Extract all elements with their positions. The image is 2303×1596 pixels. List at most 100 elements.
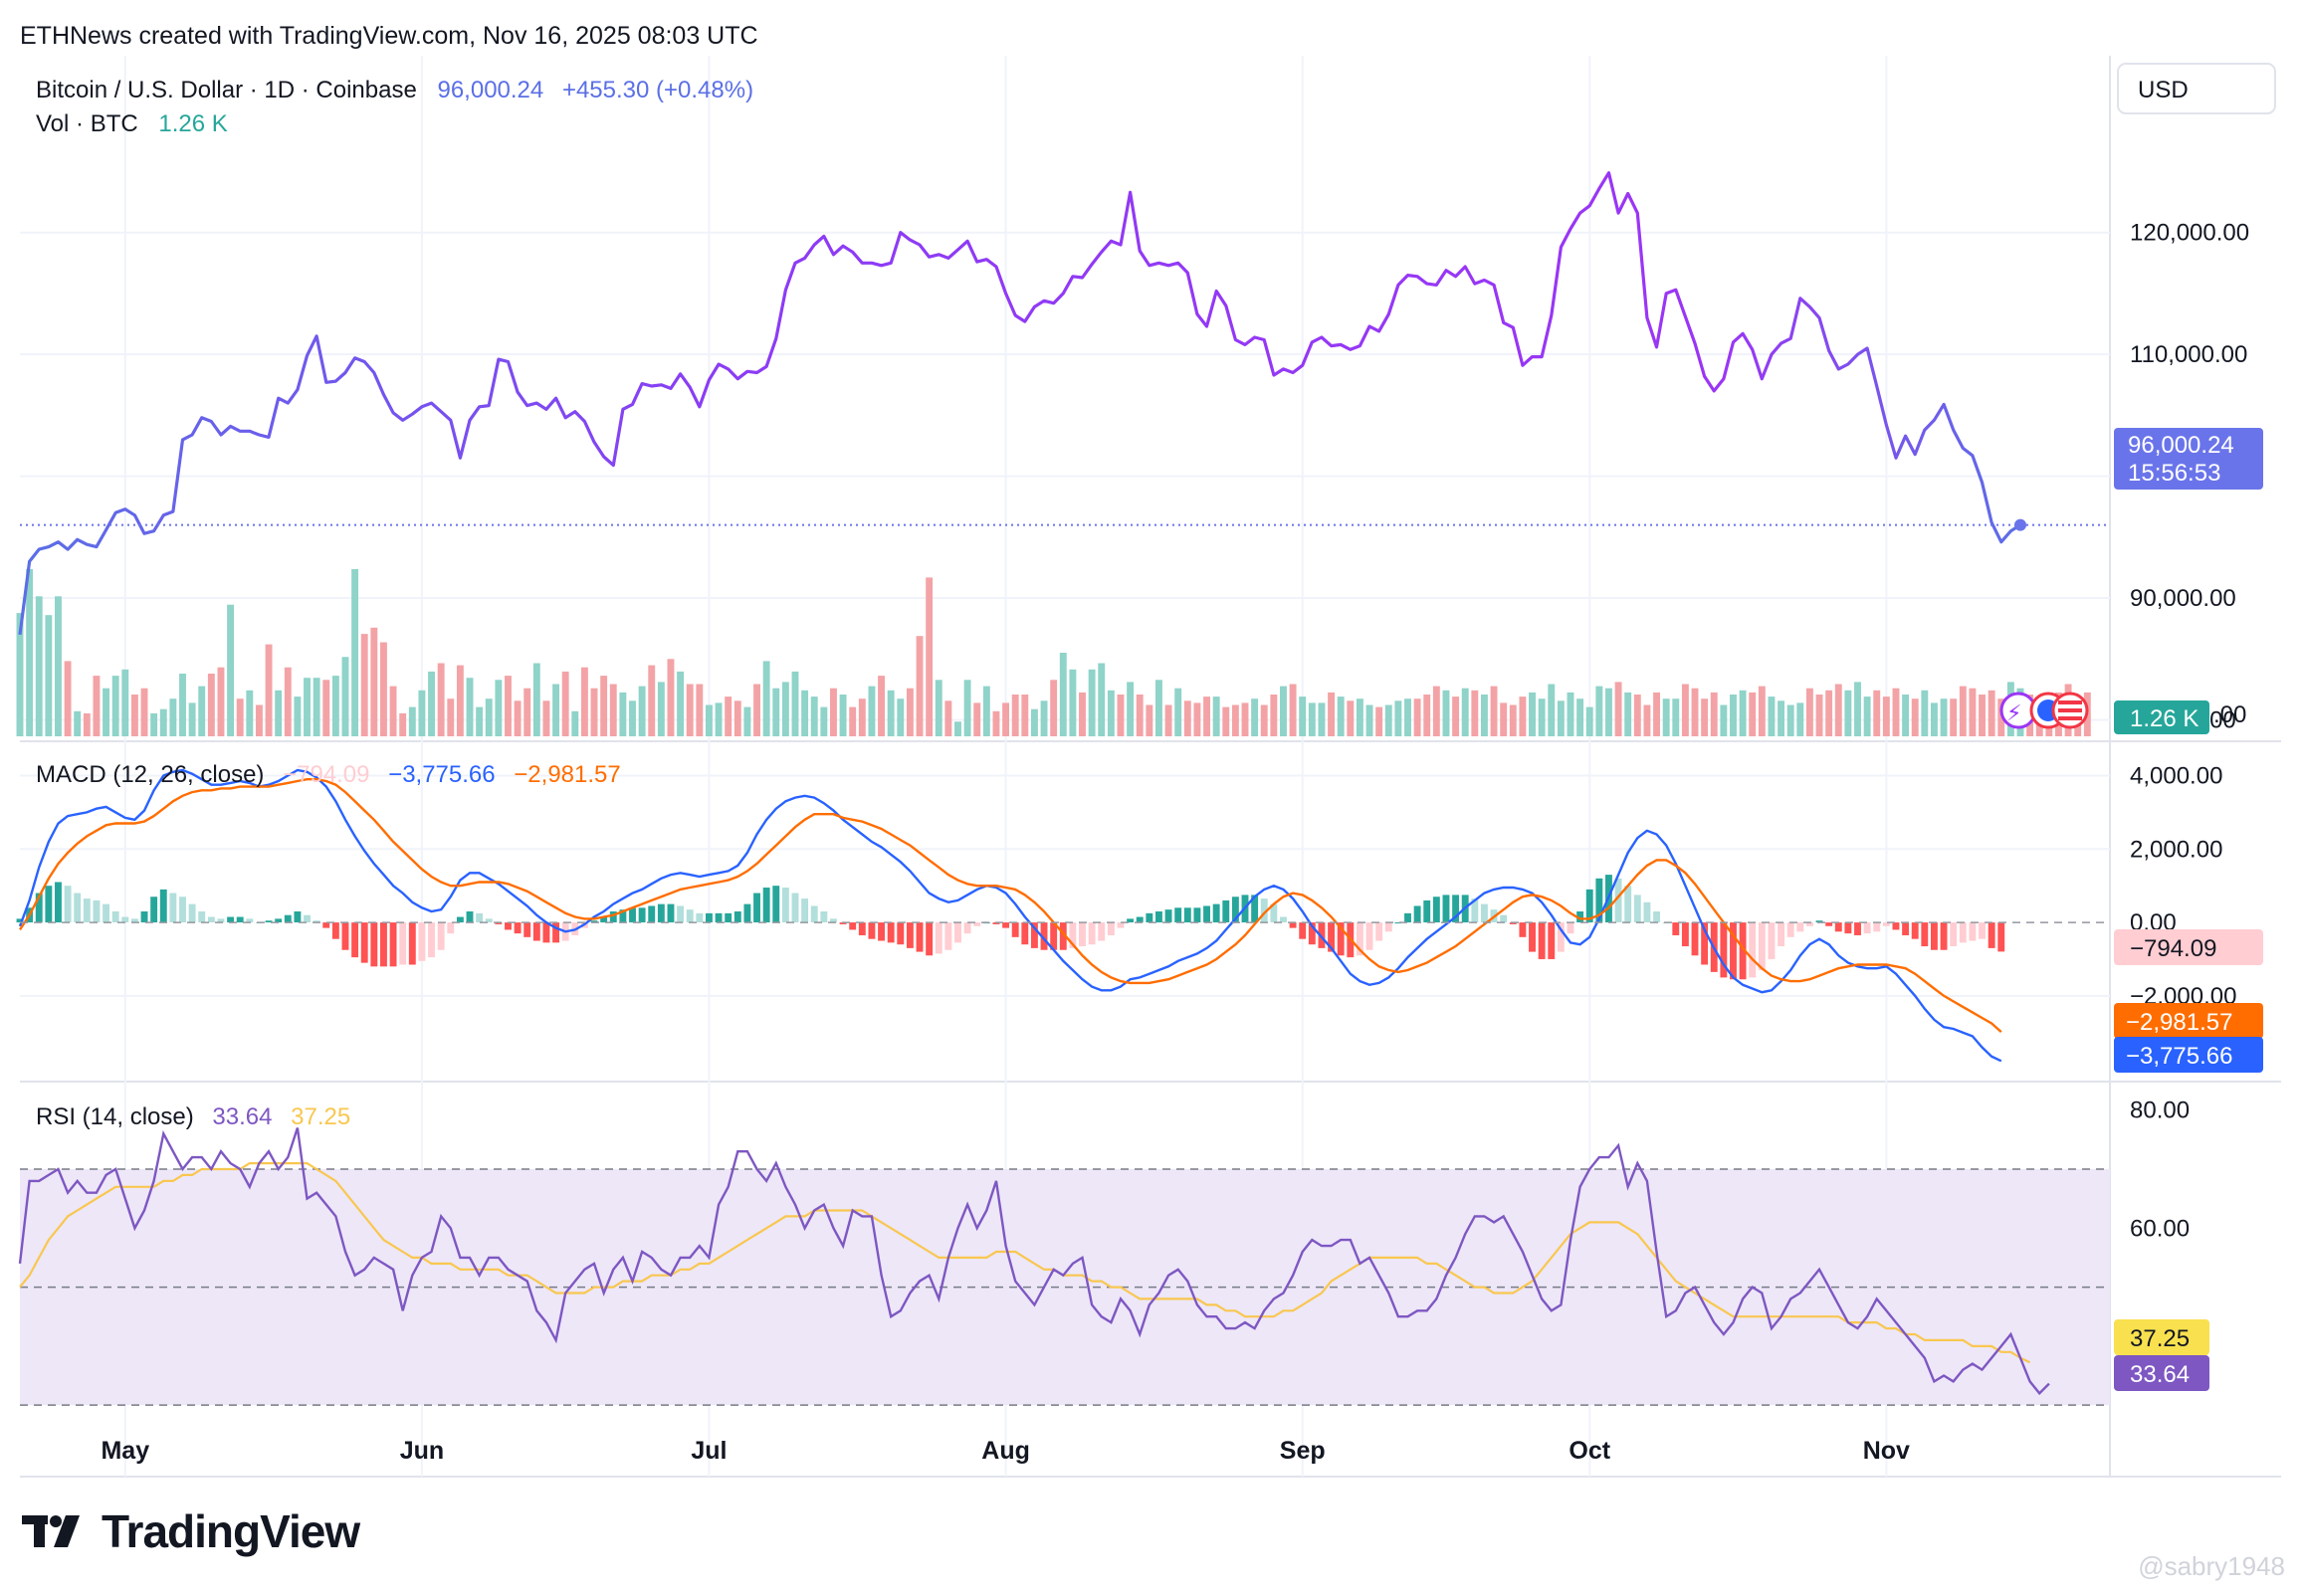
macd-hist-bar <box>437 922 445 950</box>
macd-hist-bar <box>1280 916 1287 923</box>
volume-bar <box>638 686 646 736</box>
macd-hist-bar <box>1786 922 1794 937</box>
macd-hist-bar <box>523 922 531 937</box>
volume-bar <box>207 674 215 736</box>
macd-hist-axis-label: −794.09 <box>2114 929 2263 965</box>
macd-hist-bar <box>733 911 741 923</box>
volume-bar <box>1911 698 1919 736</box>
macd-hist-bar <box>103 903 110 923</box>
volume-bar <box>1059 653 1067 736</box>
volume-bar <box>428 671 435 736</box>
volume-bar <box>571 710 579 736</box>
volume-bar <box>982 686 990 736</box>
macd-hist-bar <box>1509 922 1517 924</box>
macd-hist-bar <box>150 897 158 923</box>
macd-hist-bar <box>1270 903 1278 923</box>
volume-bar <box>753 684 760 736</box>
countdown-timer: 15:56:53 <box>2128 460 2220 487</box>
macd-hist-bar <box>1040 922 1048 950</box>
macd-hist-bar <box>1318 922 1326 948</box>
macd-hist-bar <box>1691 922 1699 956</box>
volume-bar <box>1844 690 1852 736</box>
macd-hist-bar <box>130 918 138 923</box>
macd-hist-bar <box>1633 895 1641 923</box>
volume-bar <box>1786 704 1794 736</box>
macd-hist-bar <box>762 888 770 923</box>
macd-hist-bar <box>1480 903 1488 923</box>
macd-axis: 4,000.002,000.000.00−2,000.00 <box>2130 763 2236 1010</box>
macd-hist-bar <box>1174 907 1182 923</box>
currency-button[interactable]: USD <box>2117 63 2276 114</box>
macd-hist-bar <box>878 922 885 941</box>
rsi-ma-line[interactable] <box>19 1162 2031 1364</box>
macd-hist-bar <box>1299 922 1307 939</box>
macd-hist-bar <box>1585 889 1593 923</box>
month-tick-label: Jul <box>691 1437 727 1465</box>
volume-bar <box>906 688 914 736</box>
volume-bar <box>408 706 416 736</box>
volume-bar <box>1183 700 1191 736</box>
macd-hist-bar <box>1720 922 1728 978</box>
tradingview-logo[interactable]: TradingView <box>22 1504 360 1558</box>
macd-hist-bar <box>351 922 359 958</box>
volume-bar <box>1720 704 1728 736</box>
volume-bar <box>1739 690 1747 736</box>
volume-bar <box>1796 702 1804 736</box>
volume-bar <box>1098 663 1106 736</box>
macd-hist-bar <box>849 922 857 930</box>
macd-hist-bar <box>1146 912 1153 923</box>
volume-bar <box>1164 704 1172 736</box>
volume-bar <box>1356 698 1363 736</box>
volume-bar <box>791 671 799 736</box>
volume-bar <box>1480 695 1488 736</box>
macd-legend: MACD (12, 26, close) −794.09 −3,775.66 −… <box>36 761 621 788</box>
volume-bar <box>121 669 129 736</box>
volume-bar <box>725 697 733 736</box>
volume-bar <box>1997 698 2005 736</box>
volume-axis-value: 1.26 K <box>2130 705 2198 732</box>
macd-hist-bar <box>791 893 799 923</box>
macd-hist-bar <box>45 886 53 923</box>
macd-hist-bar <box>1021 922 1029 945</box>
signal-line-legend: −2,981.57 <box>514 761 620 788</box>
volume-bar <box>380 642 387 736</box>
volume-bar <box>715 702 723 736</box>
macd-hist-bar <box>1088 922 1096 945</box>
volume-bar <box>944 700 952 736</box>
macd-hist-bar <box>227 916 235 923</box>
volume-bar <box>1241 702 1249 736</box>
price-line[interactable] <box>18 171 2021 636</box>
currency-button-label[interactable]: USD <box>2138 77 2189 103</box>
volume-bar <box>580 667 588 736</box>
event-flags-icon[interactable]: ⚡ <box>1999 692 2089 729</box>
volume-bar <box>1959 686 1967 736</box>
macd-hist-bar <box>973 922 981 926</box>
macd-hist-bar <box>1375 922 1383 941</box>
macd-hist-bar <box>629 907 636 923</box>
macd-hist-bar <box>1432 897 1440 923</box>
volume-bar <box>1280 686 1287 736</box>
volume-bar <box>45 615 53 736</box>
macd-line[interactable] <box>18 768 2002 1063</box>
macd-hist-bar <box>1567 922 1574 934</box>
macd-hist-bar <box>1805 922 1813 926</box>
rsi-legend: RSI (14, close) 33.64 37.25 <box>36 1103 350 1130</box>
price-tick-label: 110,000.00 <box>2130 341 2247 368</box>
macd-hist-bar <box>705 912 713 923</box>
signal-line[interactable] <box>18 778 2002 1033</box>
macd-hist-bar <box>935 922 942 954</box>
macd-hist-bar <box>1969 922 1977 941</box>
rsi-line[interactable] <box>18 1127 2050 1396</box>
month-tick-label: Oct <box>1569 1437 1610 1465</box>
volume-bar <box>159 708 167 736</box>
time-axis: May Jun Jul Aug Sep Oct Nov <box>101 1437 1910 1465</box>
macd-hist-bar <box>657 903 665 923</box>
volume-bar <box>1567 692 1574 736</box>
macd-hist-bar <box>1308 922 1316 945</box>
macd-hist-bar <box>1643 901 1651 923</box>
last-price-axis-label: 96,000.24 15:56:53 <box>2114 428 2263 490</box>
volume-bar <box>561 671 569 736</box>
volume-bar <box>1653 692 1660 736</box>
volume-bar <box>743 706 751 736</box>
